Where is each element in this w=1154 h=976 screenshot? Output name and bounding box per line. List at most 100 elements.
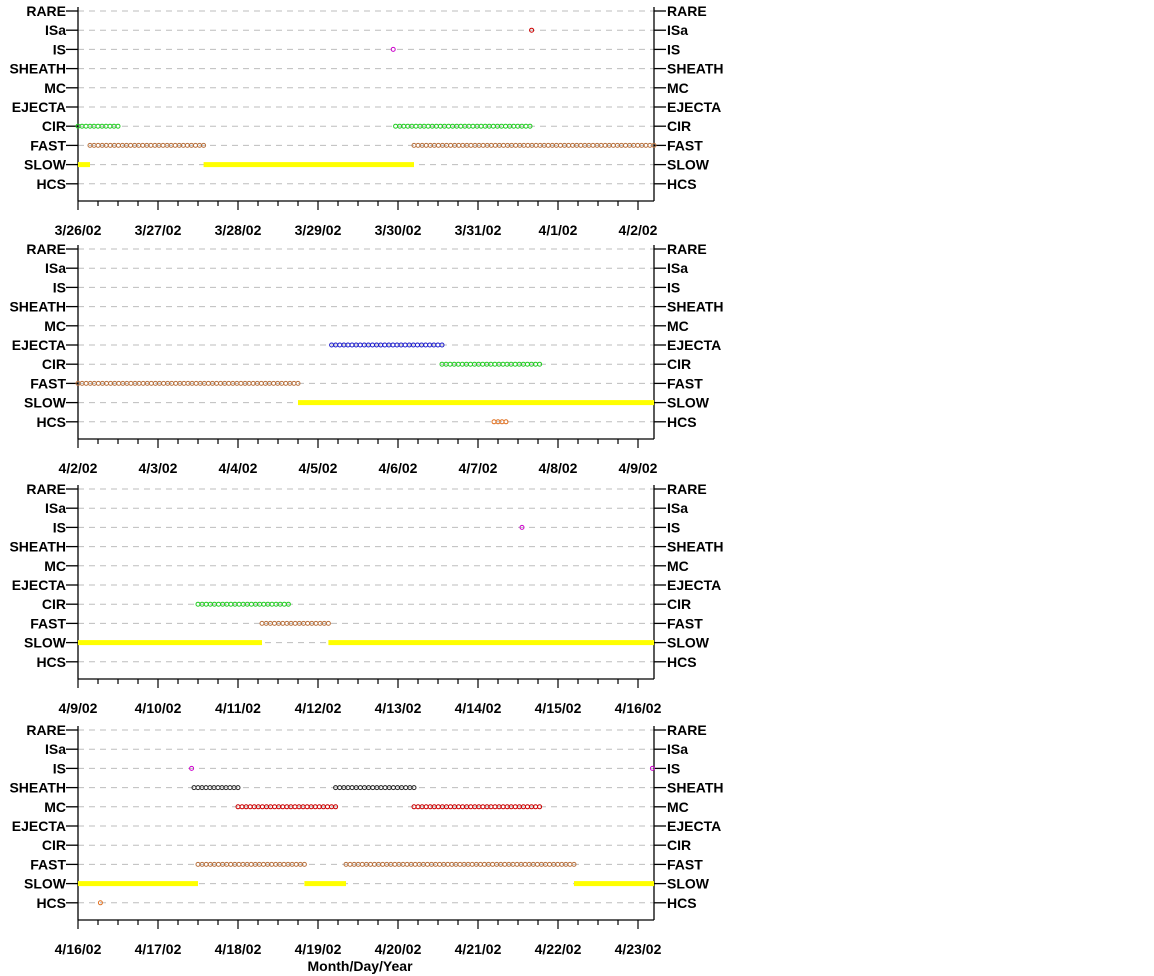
category-label-right: CIR [667, 356, 691, 372]
category-label-right: RARE [667, 481, 707, 497]
data-point [468, 142, 474, 148]
data-point [160, 142, 166, 148]
data-point [359, 861, 365, 867]
category-label-right: HCS [667, 176, 697, 192]
segment-is [519, 524, 525, 530]
data-point [457, 861, 463, 867]
data-point [469, 861, 475, 867]
segment-hcs [97, 900, 103, 906]
category-label-right: SLOW [667, 635, 710, 651]
data-point [83, 380, 89, 386]
data-point [215, 861, 221, 867]
category-label-left: SHEATH [9, 61, 66, 77]
data-point [292, 804, 298, 810]
category-label-left: CIR [42, 596, 66, 612]
x-tick-label: 4/10/02 [135, 700, 182, 716]
x-tick-label: 4/17/02 [135, 941, 182, 957]
category-label-right: IS [667, 41, 680, 57]
x-tick-label: 4/19/02 [295, 941, 342, 957]
category-label-right: ISa [667, 741, 688, 757]
segment-slow [78, 640, 262, 646]
data-point [447, 804, 453, 810]
x-axis-title: Month/Day/Year [307, 958, 413, 974]
category-label-left: IS [53, 760, 66, 776]
x-tick-label: 4/5/02 [299, 460, 338, 476]
category-label-right: ISa [667, 500, 688, 516]
data-point [623, 142, 629, 148]
category-label-left: ISa [45, 260, 66, 276]
category-label-left: RARE [26, 481, 66, 497]
category-label-left: SLOW [24, 157, 67, 173]
x-tick-label: 4/18/02 [215, 941, 262, 957]
category-label-left: SLOW [24, 635, 67, 651]
segment-mc [235, 804, 339, 810]
category-label-left: EJECTA [12, 337, 66, 353]
data-point [413, 123, 419, 129]
data-point [201, 142, 207, 148]
data-point [333, 804, 339, 810]
segment-slow [203, 162, 414, 168]
panel-4: RARE RARE ISa ISa IS IS SHEATH SHEATH MC MC EJECTA… [9, 722, 723, 957]
data-point [304, 804, 310, 810]
data-point [537, 804, 543, 810]
segment-is [390, 46, 396, 52]
category-label-left: HCS [36, 654, 66, 670]
category-label-right: SHEATH [667, 539, 724, 555]
data-point [491, 419, 497, 425]
segment-fast [75, 380, 301, 386]
category-label-right: FAST [667, 137, 703, 153]
category-label-right: MC [667, 799, 689, 815]
data-point [259, 804, 265, 810]
data-point [435, 142, 441, 148]
category-label-left: RARE [26, 3, 66, 19]
data-point [480, 361, 486, 367]
category-label-right: SLOW [667, 395, 710, 411]
data-point [529, 27, 535, 33]
x-tick-label: 3/28/02 [215, 222, 262, 238]
category-label-right: RARE [667, 722, 707, 738]
data-point [392, 861, 398, 867]
segment-is [189, 765, 195, 771]
segment-ejecta [329, 342, 445, 348]
category-label-left: HCS [36, 176, 66, 192]
category-label-left: ISa [45, 741, 66, 757]
category-label-left: MC [44, 80, 66, 96]
category-label-right: SHEATH [667, 299, 724, 315]
data-point [205, 380, 211, 386]
x-tick-label: 4/1/02 [539, 222, 578, 238]
segment-fast [343, 861, 577, 867]
category-label-right: FAST [667, 375, 703, 391]
data-point [424, 861, 430, 867]
category-label-left: SLOW [24, 876, 67, 892]
x-tick-label: 4/9/02 [59, 700, 98, 716]
x-tick-label: 4/4/02 [219, 460, 258, 476]
data-point [512, 804, 518, 810]
x-tick-label: 4/20/02 [375, 941, 422, 957]
data-point [503, 123, 509, 129]
category-label-right: CIR [667, 118, 691, 134]
category-label-right: IS [667, 519, 680, 535]
category-label-left: IS [53, 519, 66, 535]
category-label-left: SHEATH [9, 299, 66, 315]
category-label-left: HCS [36, 895, 66, 911]
segment-fast [411, 142, 657, 148]
x-tick-label: 4/22/02 [535, 941, 582, 957]
category-label-right: MC [667, 558, 689, 574]
category-label-right: SLOW [667, 157, 710, 173]
category-label-left: EJECTA [12, 818, 66, 834]
x-tick-label: 4/11/02 [215, 700, 261, 716]
data-point [193, 380, 199, 386]
category-label-right: CIR [667, 837, 691, 853]
segment-isa [529, 27, 535, 33]
category-label-left: EJECTA [12, 99, 66, 115]
data-point [301, 861, 307, 867]
data-point [446, 123, 452, 129]
category-label-left: IS [53, 279, 66, 295]
x-tick-label: 4/13/02 [375, 700, 422, 716]
category-label-right: RARE [667, 3, 707, 19]
category-label-left: RARE [26, 722, 66, 738]
category-label-right: FAST [667, 856, 703, 872]
x-tick-label: 4/16/02 [55, 941, 102, 957]
data-point [458, 123, 464, 129]
